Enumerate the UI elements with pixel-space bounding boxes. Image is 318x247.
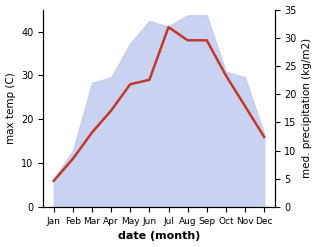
Y-axis label: med. precipitation (kg/m2): med. precipitation (kg/m2): [302, 38, 313, 178]
Y-axis label: max temp (C): max temp (C): [5, 72, 16, 144]
X-axis label: date (month): date (month): [118, 231, 200, 242]
